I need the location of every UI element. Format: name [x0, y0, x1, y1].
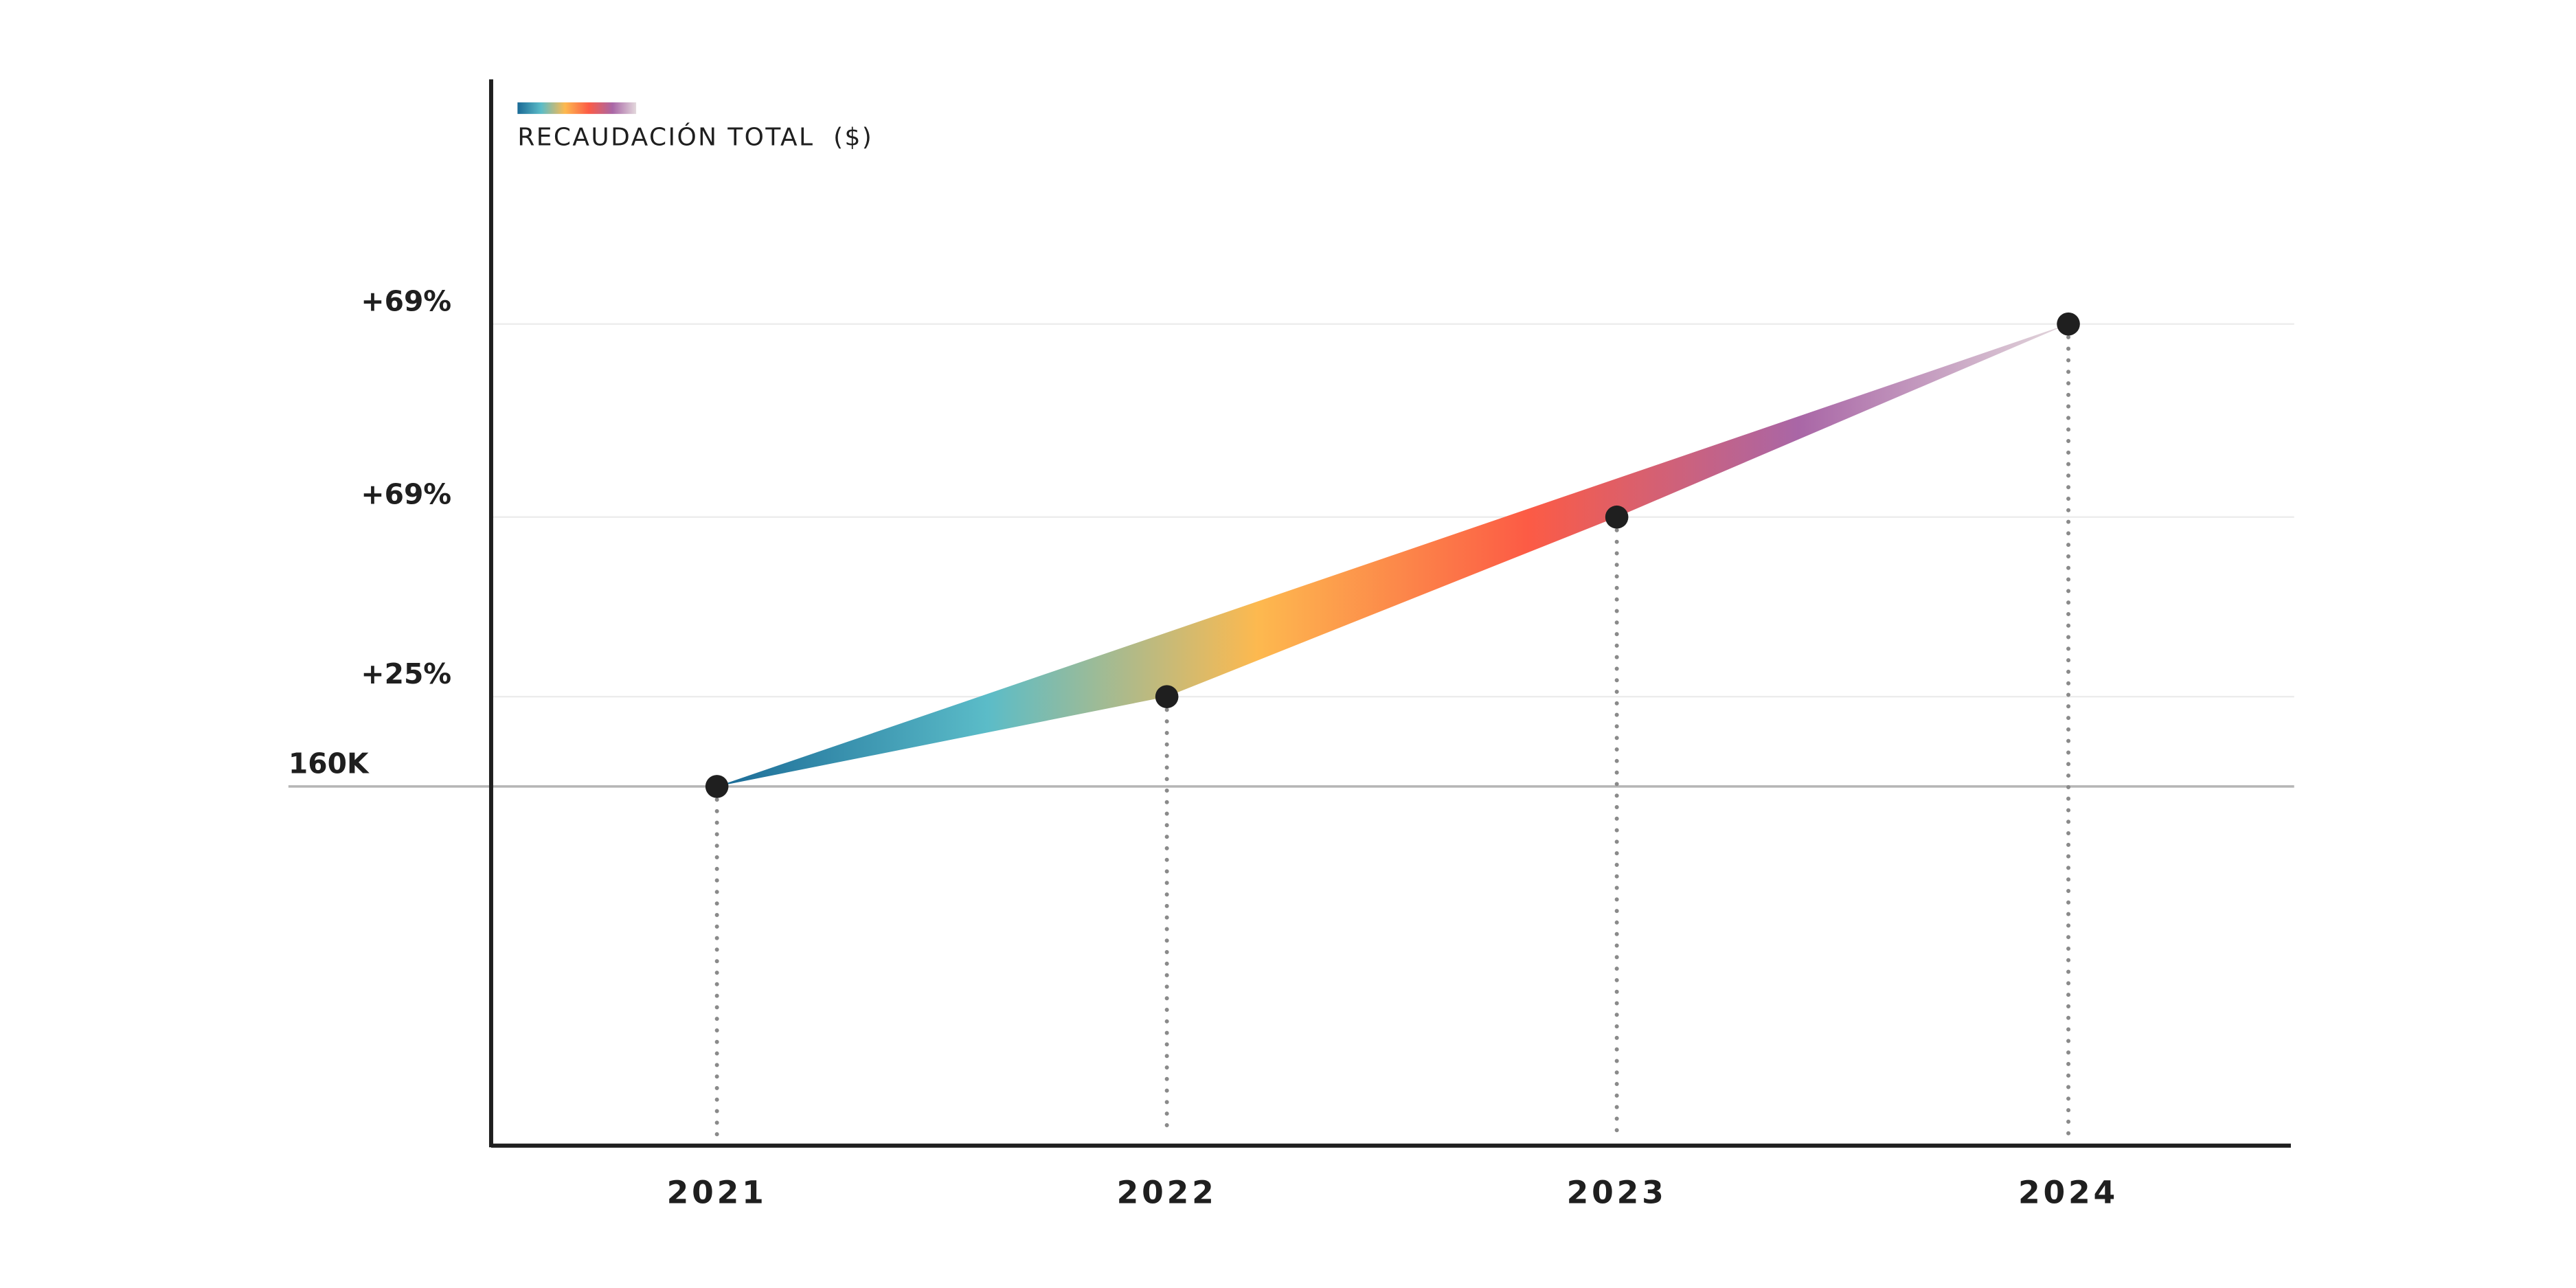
y-tick-label: 160K — [289, 747, 370, 780]
ribbon — [716, 324, 2069, 787]
data-point — [1155, 685, 1179, 708]
legend-swatch — [517, 102, 637, 114]
x-tick-label: 2021 — [667, 1175, 767, 1211]
data-point — [705, 775, 729, 798]
data-point — [1605, 505, 1629, 529]
x-tick-label: 2022 — [1117, 1175, 1217, 1211]
y-tick-label: +69% — [361, 284, 451, 317]
x-tick-label: 2023 — [1567, 1175, 1667, 1211]
data-point — [2057, 312, 2080, 336]
legend-label: RECAUDACIÓN TOTAL ($) — [517, 122, 873, 151]
plot: 160K +25% +69% +69% 2021 2022 2023 2024 RECAUDAC… — [289, 79, 2294, 1211]
x-tick-label: 2024 — [2018, 1175, 2119, 1211]
y-tick-label: +69% — [361, 478, 451, 511]
y-tick-label: +25% — [361, 657, 451, 690]
